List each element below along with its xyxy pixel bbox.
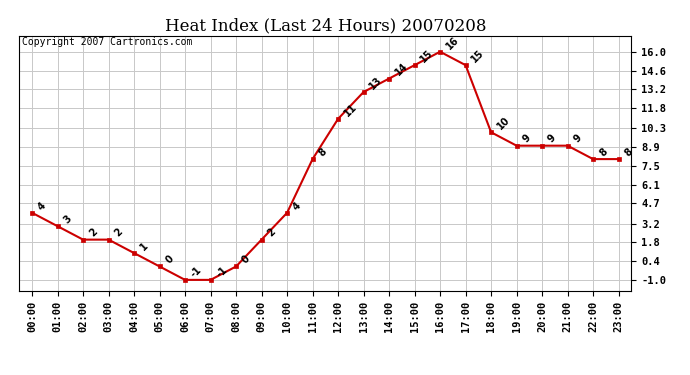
Text: 8: 8 <box>317 146 328 158</box>
Text: 16: 16 <box>444 34 461 51</box>
Text: 8: 8 <box>598 146 609 158</box>
Text: 8: 8 <box>623 146 635 158</box>
Text: 4: 4 <box>291 200 303 212</box>
Text: 2: 2 <box>112 227 125 239</box>
Text: 3: 3 <box>61 214 74 225</box>
Text: 15: 15 <box>419 48 435 64</box>
Text: 11: 11 <box>342 102 359 118</box>
Text: 9: 9 <box>521 133 533 145</box>
Text: 10: 10 <box>495 115 512 132</box>
Text: 15: 15 <box>470 48 486 64</box>
Text: 0: 0 <box>240 254 252 266</box>
Text: 2: 2 <box>87 227 99 239</box>
Text: -1: -1 <box>215 264 229 279</box>
Text: 9: 9 <box>572 133 584 145</box>
Text: -1: -1 <box>189 264 204 279</box>
Text: 4: 4 <box>37 200 48 212</box>
Title: Heat Index (Last 24 Hours) 20070208: Heat Index (Last 24 Hours) 20070208 <box>165 17 486 34</box>
Text: 0: 0 <box>164 254 175 266</box>
Text: 9: 9 <box>546 133 558 145</box>
Text: 2: 2 <box>266 227 277 239</box>
Text: 1: 1 <box>138 240 150 252</box>
Text: Copyright 2007 Cartronics.com: Copyright 2007 Cartronics.com <box>22 37 193 47</box>
Text: 14: 14 <box>393 61 410 78</box>
Text: 13: 13 <box>368 75 384 91</box>
